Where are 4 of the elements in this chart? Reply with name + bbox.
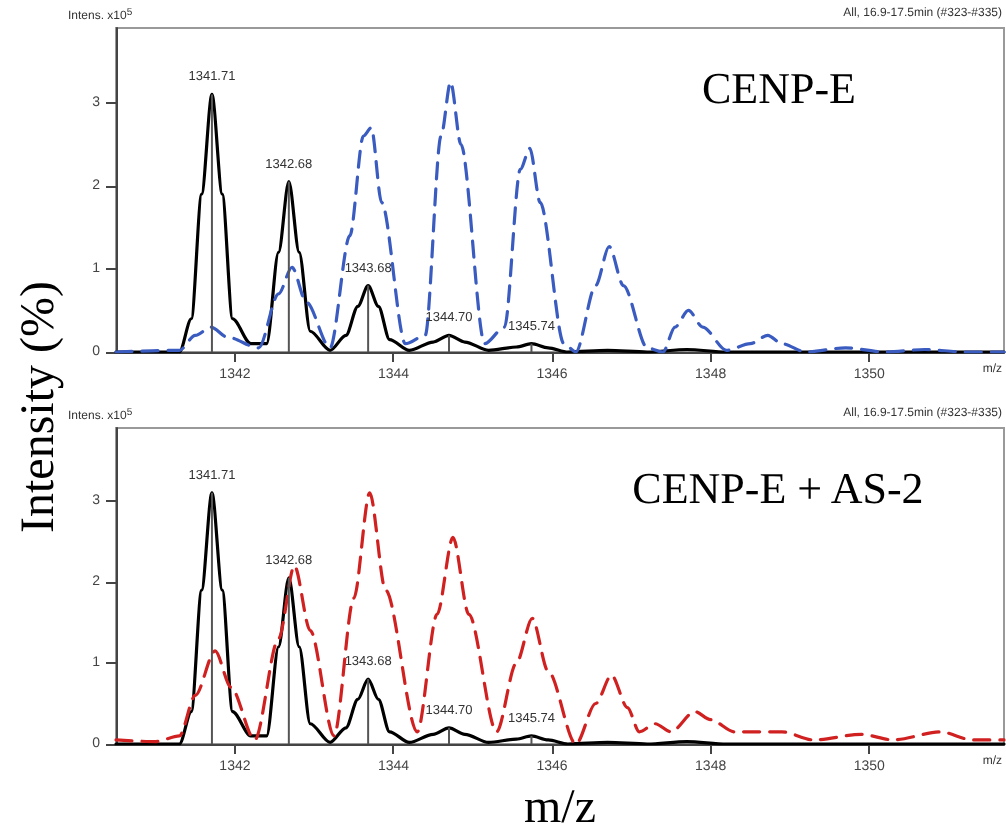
text: CENP-E + AS-2 (632, 463, 924, 513)
x-axis-title: m/z (524, 781, 596, 834)
y-axis-title: Intensity (%) (13, 279, 67, 537)
text: CENP-E (702, 63, 856, 113)
